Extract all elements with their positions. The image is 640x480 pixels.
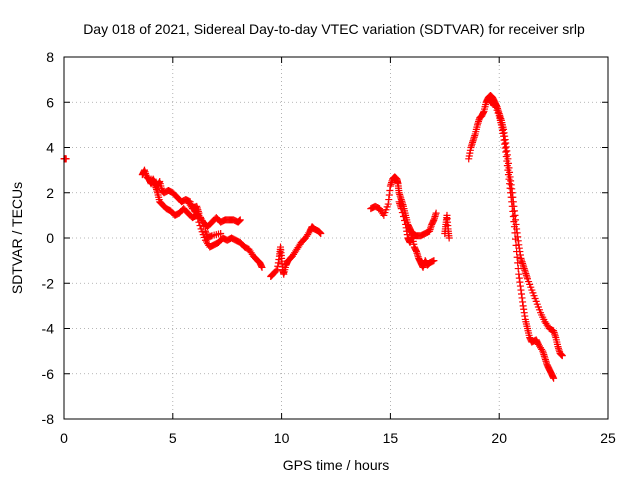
data-point <box>432 209 440 217</box>
data-point <box>317 229 325 237</box>
series-srlp-seg3-tail <box>441 211 453 242</box>
y-tick-label: 2 <box>46 185 54 201</box>
y-tick-label: 0 <box>46 230 54 246</box>
y-tick-label: -6 <box>42 366 55 382</box>
y-tick-labels: -8 -6 -4 -2 0 2 4 6 8 <box>42 49 55 427</box>
series-srlp-seg1-loop <box>184 198 225 242</box>
data-point <box>558 352 566 360</box>
series-srlp-seg1-lower <box>147 175 266 271</box>
data-point <box>430 257 438 265</box>
data-point <box>398 209 406 217</box>
chart-title: Day 018 of 2021, Sidereal Day-to-day VTE… <box>83 21 585 37</box>
y-axis-label: SDTVAR / TECUs <box>9 182 25 294</box>
x-tick-label: 5 <box>169 430 177 446</box>
data-marks <box>60 91 566 382</box>
data-point <box>550 374 558 382</box>
series-srlp-seg2 <box>267 223 325 280</box>
axis-ticks <box>63 56 609 420</box>
x-axis-label: GPS time / hours <box>283 457 390 473</box>
data-point <box>197 214 205 222</box>
data-point <box>258 263 266 271</box>
y-tick-label: -8 <box>42 411 55 427</box>
data-point <box>217 229 225 237</box>
data-point <box>399 213 407 221</box>
data-point <box>401 216 409 224</box>
series-srlp-seg3-lower <box>395 198 438 271</box>
series-srlp-start <box>60 155 70 163</box>
y-tick-label: 8 <box>46 49 54 65</box>
series-srlp-seg4-inner <box>486 98 558 382</box>
data-point <box>538 345 546 353</box>
y-tick-label: 4 <box>46 140 54 156</box>
data-point <box>397 205 405 213</box>
data-point <box>445 234 453 242</box>
series-srlp-seg3-upper <box>367 173 440 240</box>
data-point <box>236 216 244 224</box>
y-tick-label: -2 <box>42 275 55 291</box>
data-point <box>150 180 158 188</box>
x-tick-label: 20 <box>491 430 507 446</box>
data-point <box>510 223 518 231</box>
data-point <box>511 229 519 237</box>
x-tick-label: 25 <box>600 430 616 446</box>
data-point <box>512 235 520 243</box>
x-tick-label: 10 <box>274 430 290 446</box>
y-tick-label: 6 <box>46 94 54 110</box>
data-point <box>195 209 203 217</box>
data-point <box>512 241 520 249</box>
x-tick-label: 15 <box>383 430 399 446</box>
y-tick-label: -4 <box>42 321 55 337</box>
x-tick-labels: 0 5 10 15 20 25 <box>60 430 616 446</box>
x-tick-label: 0 <box>60 430 68 446</box>
data-point <box>272 267 280 275</box>
data-point <box>198 218 206 226</box>
data-point <box>200 223 208 231</box>
